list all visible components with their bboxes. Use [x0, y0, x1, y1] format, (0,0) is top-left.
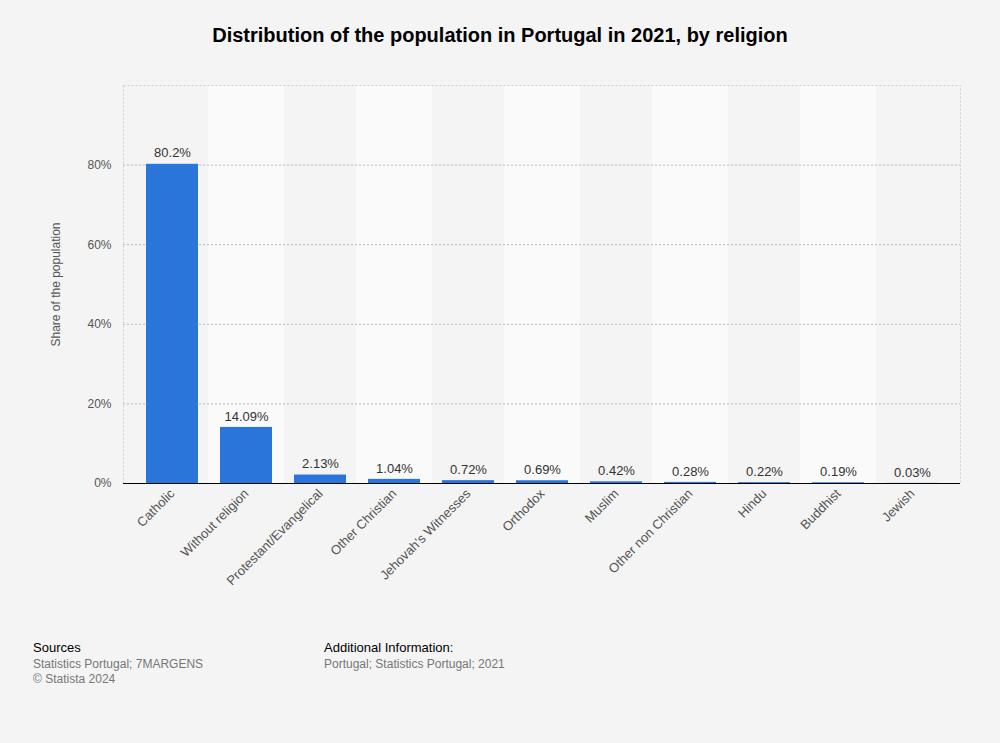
svg-text:Orthodox: Orthodox — [499, 486, 548, 535]
html-text:Additional Information:: Additional Information: — [324, 640, 454, 655]
svg-text:20%: 20% — [87, 397, 111, 411]
svg-text:Share of the population: Share of the population — [49, 222, 63, 346]
html-text:Sources: Sources — [33, 640, 81, 655]
svg-text:Protestant/Evangelical: Protestant/Evangelical — [223, 486, 325, 588]
svg-text:0%: 0% — [94, 476, 112, 490]
svg-text:80%: 80% — [87, 158, 111, 172]
svg-text:0.03%: 0.03% — [894, 465, 931, 480]
html-text:Statistics Portugal; 7MARGENS: Statistics Portugal; 7MARGENS — [33, 657, 204, 671]
svg-text:Jehovah's Witnesses: Jehovah's Witnesses — [377, 486, 474, 583]
svg-text:Without religion: Without religion — [178, 486, 252, 560]
svg-text:Buddhist: Buddhist — [797, 486, 844, 533]
svg-text:0.19%: 0.19% — [820, 464, 857, 479]
svg-text:Jewish: Jewish — [879, 486, 918, 525]
svg-text:40%: 40% — [87, 317, 111, 331]
svg-text:0.72%: 0.72% — [450, 462, 487, 477]
svg-text:0.42%: 0.42% — [598, 463, 635, 478]
svg-text:0.69%: 0.69% — [524, 462, 561, 477]
html-text:© Statista 2024: © Statista 2024 — [33, 672, 116, 686]
svg-text:0.28%: 0.28% — [672, 464, 709, 479]
svg-text:Hindu: Hindu — [735, 486, 770, 521]
html-text:Portugal; Statistics Portugal;: Portugal; Statistics Portugal; 2021 — [324, 657, 505, 671]
svg-text:0.22%: 0.22% — [746, 464, 783, 479]
svg-text:1.04%: 1.04% — [376, 461, 413, 476]
svg-text:Other Christian: Other Christian — [327, 486, 399, 558]
svg-text:Muslim: Muslim — [582, 486, 622, 526]
svg-text:Other non Christian: Other non Christian — [605, 486, 695, 576]
svg-text:2.13%: 2.13% — [302, 456, 339, 471]
svg-text:Catholic: Catholic — [134, 486, 178, 530]
svg-text:80.2%: 80.2% — [154, 145, 191, 160]
html-text:Distribution of the population: Distribution of the population in Portug… — [212, 24, 788, 46]
svg-text:14.09%: 14.09% — [224, 409, 269, 424]
svg-text:60%: 60% — [87, 238, 111, 252]
